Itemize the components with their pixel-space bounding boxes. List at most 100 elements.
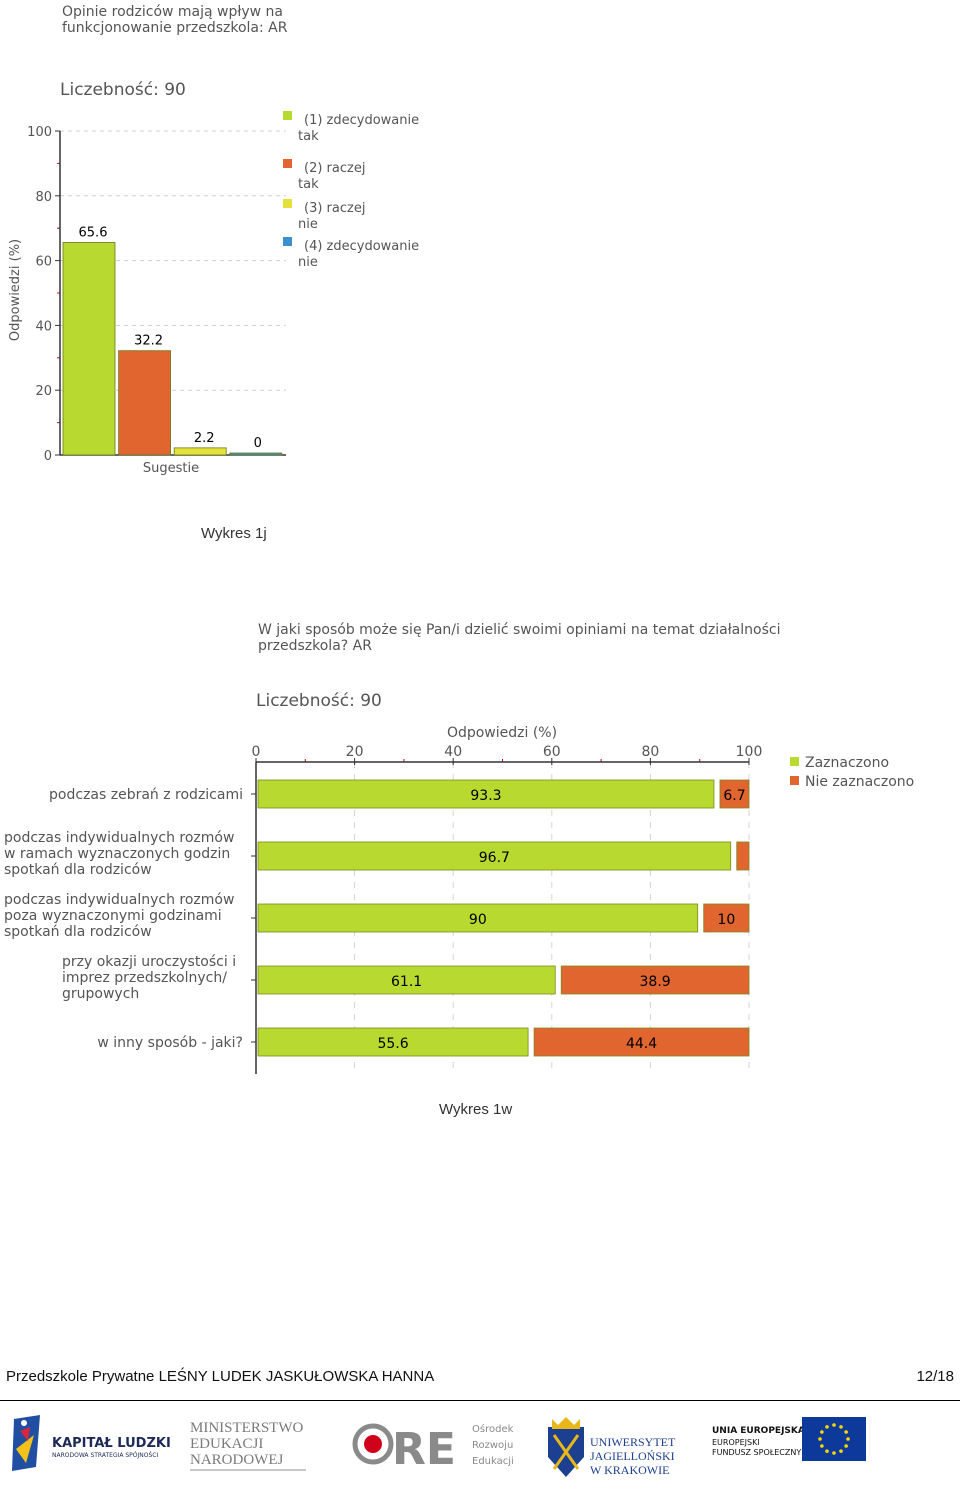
- eu-star: [820, 1430, 824, 1434]
- chart2-xtick-label: 0: [252, 744, 261, 760]
- men-line2: EDUKACJI: [190, 1436, 263, 1452]
- chart-1w: W jaki sposób może się Pan/i dzielić swo…: [4, 622, 914, 1074]
- uj-line2: JAGIELLOŃSKI: [590, 1449, 675, 1463]
- chart1-xlabel: Sugestie: [143, 461, 199, 476]
- eu-logo: UNIA EUROPEJSKA EUROPEJSKI FUNDUSZ SPOŁE…: [712, 1417, 866, 1461]
- chart2-bar: [257, 1027, 529, 1057]
- chart1-legend-label: (3) raczej: [304, 201, 365, 216]
- eu-star: [820, 1444, 824, 1448]
- footer-page-number: 12/18: [916, 1368, 954, 1385]
- chart2-legend-swatch: [790, 757, 799, 766]
- eu-star: [846, 1437, 850, 1441]
- chart2-title-line2: przedszkola? AR: [258, 638, 372, 654]
- chart1-legend-label: tak: [298, 129, 319, 144]
- chart1-legend-label: (1) zdecydowanie: [304, 113, 419, 128]
- chart1-title-line2: funkcjonowanie przedszkola: AR: [62, 20, 288, 36]
- chart1-legend-swatch: [283, 199, 292, 208]
- chart2-bar: [703, 903, 750, 933]
- eu-star: [844, 1444, 848, 1448]
- chart2-title-line1: W jaki sposób może się Pan/i dzielić swo…: [258, 622, 780, 638]
- chart2-category-label: podczas indywidualnych rozmów: [4, 830, 234, 846]
- footer-school-name: Przedszkole Prywatne LEŚNY LUDEK JASKUŁO…: [6, 1368, 435, 1385]
- chart2-category-label: w inny sposób - jaki?: [97, 1035, 243, 1051]
- chart2-bar: [257, 779, 715, 809]
- chart2-xtick-label: 100: [736, 744, 763, 760]
- chart2-category-label: podczas zebrań z rodzicami: [49, 787, 243, 803]
- chart1-bar: [118, 350, 171, 456]
- uj-line1: UNIWERSYTET: [590, 1435, 676, 1449]
- chart2-category-label: w ramach wyznaczonych godzin: [4, 846, 230, 862]
- chart-1j: Opinie rodziców mają wpływ na funkcjonow…: [8, 4, 419, 476]
- chart1-ytick-label: 0: [44, 449, 52, 464]
- chart2-caption: Wykres 1w: [439, 1101, 513, 1118]
- chart1-legend-swatch: [283, 111, 292, 120]
- chart1-legend-swatch: [283, 159, 292, 168]
- chart1-title-line1: Opinie rodziców mają wpływ na: [62, 4, 283, 20]
- chart1-bar-label: 32.2: [134, 334, 163, 349]
- kapital-ludzki-title: KAPITAŁ LUDZKI: [52, 1436, 171, 1451]
- chart1-legend-label: (4) zdecydowanie: [304, 239, 419, 254]
- eu-star: [839, 1449, 843, 1453]
- chart1-legend-label: tak: [298, 177, 319, 192]
- logo-strip: KAPITAŁ LUDZKI NARODOWA STRATEGIA SPÓJNO…: [12, 1415, 866, 1477]
- chart2-legend-label: Nie zaznaczono: [805, 774, 914, 790]
- chart1-legend-label: nie: [298, 217, 318, 232]
- chart2-bar: [257, 965, 556, 995]
- chart2-bar-label: 10: [717, 912, 735, 928]
- chart2-category-label: przy okazji uroczystości i: [62, 954, 236, 970]
- chart1-bar-label: 0: [254, 436, 262, 451]
- chart1-legend-label: (2) raczej: [304, 161, 365, 176]
- eu-star: [818, 1437, 822, 1441]
- chart2-category-label: spotkań dla rodziców: [4, 924, 152, 940]
- chart1-legend-label: nie: [298, 255, 318, 270]
- chart1-ytick-label: 20: [35, 384, 52, 399]
- eu-star: [832, 1423, 836, 1427]
- chart2-count-label: Liczebność: 90: [256, 691, 382, 711]
- eu-line2: EUROPEJSKI: [712, 1438, 760, 1447]
- chart2-bar: [533, 1027, 750, 1057]
- uj-logo: UNIWERSYTET JAGIELLOŃSKI W KRAKOWIE: [548, 1417, 676, 1477]
- eu-line3: FUNDUSZ SPOŁECZNY: [712, 1448, 801, 1457]
- chart2-bar-label: 44.4: [626, 1036, 657, 1052]
- chart1-ytick-label: 60: [35, 255, 52, 270]
- chart2-xtick-label: 40: [444, 744, 462, 760]
- chart1-ytick-label: 80: [35, 190, 52, 205]
- chart1-bar-label: 2.2: [194, 431, 215, 446]
- men-logo: MINISTERSTWO EDUKACJI NARODOWEJ: [190, 1420, 306, 1471]
- chart2-bar-label: 90: [469, 912, 487, 928]
- ore-line1: Ośrodek: [472, 1423, 514, 1435]
- chart1-ylabel: Odpowiedzi (%): [8, 239, 23, 341]
- chart2-legend-swatch: [790, 776, 799, 785]
- chart2-legend-label: Zaznaczono: [805, 755, 889, 771]
- ore-logo: RE Ośrodek Rozwoju Edukacji: [352, 1423, 514, 1475]
- kapital-ludzki-logo: KAPITAŁ LUDZKI NARODOWA STRATEGIA SPÓJNO…: [12, 1415, 171, 1471]
- chart2-category-label: grupowych: [62, 986, 139, 1002]
- chart2-xtick-label: 20: [346, 744, 364, 760]
- chart1-caption: Wykres 1j: [201, 525, 267, 542]
- chart2-bar: [736, 841, 750, 871]
- eu-star: [832, 1451, 836, 1455]
- kapital-ludzki-subtitle: NARODOWA STRATEGIA SPÓJNOŚCI: [52, 1452, 158, 1459]
- ore-line3: Edukacji: [472, 1456, 514, 1467]
- chart1-legend-swatch: [283, 237, 292, 246]
- chart1-bar: [173, 447, 227, 456]
- chart1-bar-label: 65.6: [79, 225, 108, 240]
- men-line1: MINISTERSTWO: [190, 1420, 303, 1436]
- chart2-category-label: spotkań dla rodziców: [4, 862, 152, 878]
- chart2-category-label: imprez przedszkolnych/: [62, 970, 227, 986]
- chart2-category-label: podczas indywidualnych rozmów: [4, 892, 234, 908]
- chart2-bar: [257, 903, 699, 933]
- chart1-count-label: Liczebność: 90: [60, 80, 186, 100]
- chart2-xtick-label: 80: [641, 744, 659, 760]
- eu-star: [839, 1425, 843, 1429]
- chart1-ytick-label: 100: [27, 125, 52, 140]
- chart1-bar: [62, 242, 116, 456]
- chart2-category-label: poza wyznaczonymi godzinami: [4, 908, 222, 924]
- men-line3: NARODOWEJ: [190, 1452, 283, 1468]
- chart2-bar-label: 55.6: [377, 1036, 408, 1052]
- chart2-bar: [719, 779, 750, 809]
- chart2-bar-label: 93.3: [470, 788, 501, 804]
- chart2-xtick-label: 60: [543, 744, 561, 760]
- chart2-bar-label: 96.7: [479, 850, 510, 866]
- eu-star: [825, 1449, 829, 1453]
